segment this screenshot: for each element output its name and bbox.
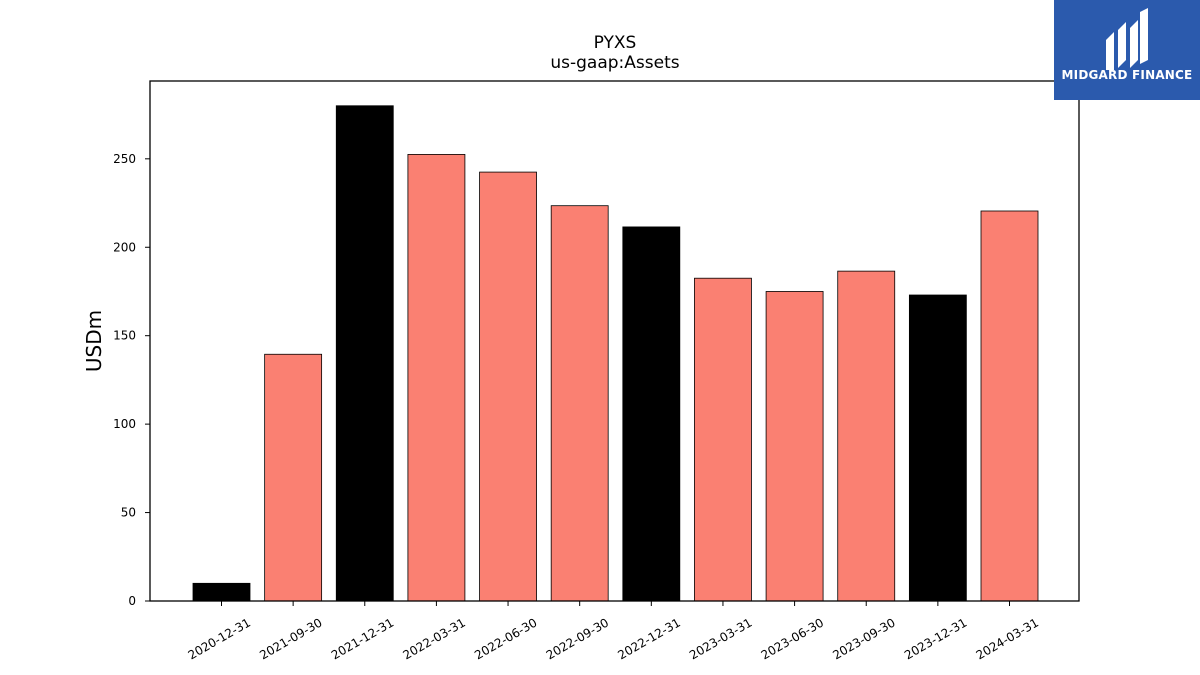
y-tick-label: 250 — [113, 152, 136, 166]
plot-frame — [149, 80, 1080, 602]
y-tick-label: 0 — [128, 594, 136, 608]
x-tick-label: 2021-09-30 — [257, 615, 324, 662]
x-tick-label: 2024-03-31 — [974, 615, 1041, 662]
y-tick-label: 200 — [113, 240, 136, 254]
x-tick-label: 2023-03-31 — [687, 615, 754, 662]
logo-text: MIDGARD FINANCE — [1061, 68, 1193, 82]
bar-2022-12-31 — [622, 226, 681, 602]
bar-2022-09-30 — [550, 205, 609, 602]
y-ticks-group: 0 50 100 150 200 250 — [113, 152, 150, 608]
y-tick-label: 100 — [113, 417, 136, 431]
y-axis-label: USDm — [82, 310, 106, 372]
x-tick-label: 2021-12-31 — [329, 615, 396, 662]
bar-2020-12-31 — [192, 582, 251, 602]
bar-2024-03-31 — [980, 210, 1039, 602]
chart-title: PYXS — [594, 33, 637, 53]
chart-subtitle: us-gaap:Assets — [550, 53, 679, 73]
logo-mark-icon — [1106, 8, 1148, 70]
x-tick-label: 2022-06-30 — [472, 615, 539, 662]
x-tick-label: 2022-09-30 — [544, 615, 611, 662]
x-tick-label: 2020-12-31 — [186, 615, 253, 662]
x-tick-label: 2022-03-31 — [401, 615, 468, 662]
bar-2022-03-31 — [407, 154, 466, 602]
y-tick-label: 150 — [113, 329, 136, 343]
bar-2022-06-30 — [479, 171, 537, 602]
x-tick-label: 2023-06-30 — [759, 615, 826, 662]
bar-2023-12-31 — [908, 294, 967, 602]
bar-2021-12-31 — [335, 105, 394, 602]
x-ticks-group: 2020-12-31 2021-09-30 2021-12-31 2022-03-31… — [186, 601, 1041, 662]
bar-2023-09-30 — [837, 270, 896, 602]
x-tick-label: 2023-09-30 — [830, 615, 897, 662]
x-tick-label: 2023-12-31 — [902, 615, 969, 662]
bars-group — [192, 105, 1039, 602]
x-tick-label: 2022-12-31 — [615, 615, 682, 662]
bar-2023-03-31 — [694, 277, 752, 602]
bar-2023-06-30 — [765, 291, 824, 602]
brand-logo: MIDGARD FINANCE — [1054, 0, 1200, 100]
y-tick-label: 50 — [121, 506, 136, 520]
bar-2021-09-30 — [264, 353, 323, 602]
